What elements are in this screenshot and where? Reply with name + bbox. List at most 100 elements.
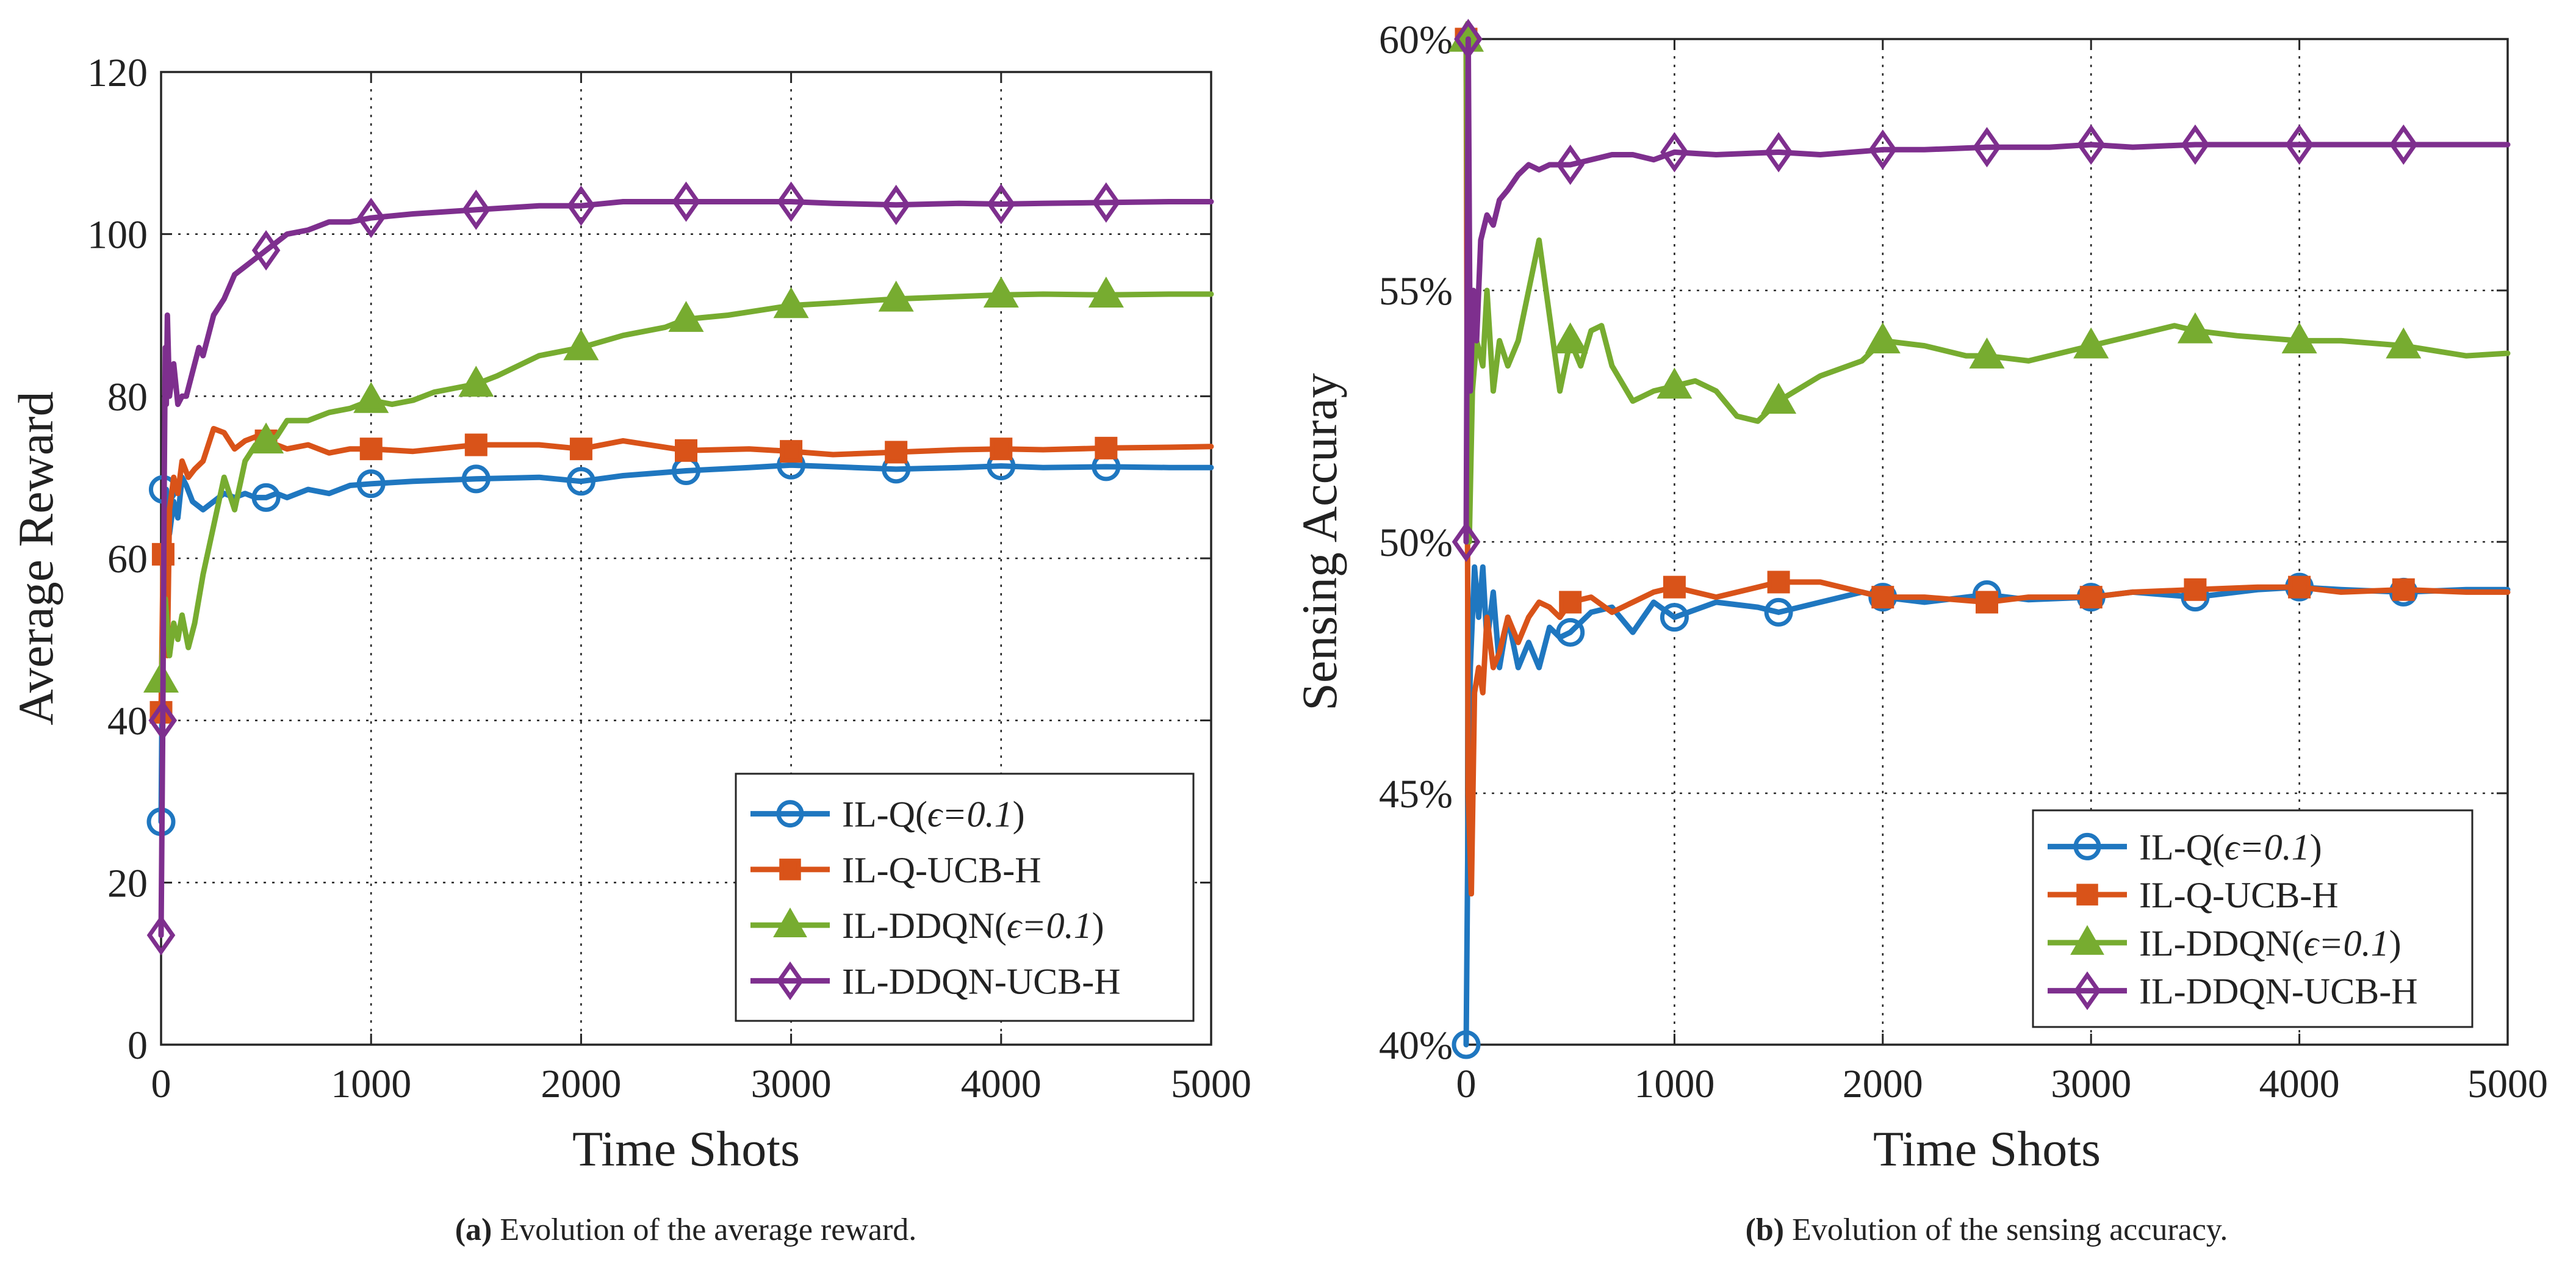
data-point-marker: [1454, 18, 1483, 60]
x-tick-label: 0: [151, 1062, 171, 1106]
legend-label: IL-DDQN-UCB-H: [2139, 971, 2418, 1012]
data-point-marker: [1095, 436, 1118, 459]
x-tick-label: 2000: [541, 1062, 621, 1106]
data-point-marker: [1973, 127, 2001, 168]
y-tick-label: 0: [128, 1023, 148, 1068]
data-point-marker: [1092, 182, 1121, 223]
legend-close-paren: ): [2310, 827, 2322, 867]
legend-label: IL-DDQN(ϵ=0.1): [842, 906, 1104, 946]
data-point-marker: [2177, 312, 2213, 344]
data-point-marker: [356, 469, 386, 499]
data-point-marker: [2288, 575, 2311, 599]
data-point-marker: [461, 464, 491, 494]
data-point-marker: [2184, 578, 2207, 601]
data-point-marker: [1552, 322, 1588, 354]
legend-epsilon: ϵ=0.1: [1007, 906, 1092, 946]
data-point-marker: [464, 433, 487, 456]
y-axis-label: Sensing Accuray: [1292, 373, 1347, 710]
legend-label: IL-Q-UCB-H: [2139, 875, 2339, 915]
data-point-marker: [668, 301, 704, 332]
data-point-marker: [1976, 591, 1998, 614]
legend-label: IL-DDQN-UCB-H: [842, 961, 1121, 1001]
data-point-marker: [885, 441, 908, 464]
data-point-marker: [780, 440, 803, 463]
x-tick-label: 3000: [2051, 1062, 2131, 1106]
legend-close-paren: ): [2389, 923, 2402, 964]
data-point-marker: [563, 329, 599, 361]
x-tick-label: 4000: [2259, 1062, 2340, 1106]
caption-text: Evolution of the average reward.: [492, 1212, 916, 1247]
series-line: [1463, 36, 2511, 545]
data-point-marker: [1657, 367, 1693, 399]
data-point-marker: [773, 287, 809, 319]
y-tick-label: 100: [87, 213, 148, 258]
panel-b-sensing-accuracy: 0 1000 2000 3000 4000 5000 40% 45% 50% 55% 60% Time…: [1292, 18, 2548, 1247]
y-tick-label: 80: [107, 375, 148, 419]
data-point-marker: [2285, 124, 2314, 165]
x-tick-label: 2000: [1843, 1062, 1923, 1106]
data-point-marker: [1452, 521, 1481, 563]
data-point-marker: [1663, 575, 1686, 599]
panel-caption: (b) Evolution of the sensing accuracy.: [1746, 1212, 2228, 1247]
y-tick-label: 45%: [1379, 772, 1453, 816]
data-point-marker: [359, 438, 383, 461]
data-point-marker: [1559, 591, 1582, 614]
data-point-marker: [2389, 124, 2418, 165]
y-tick-label: 120: [87, 51, 148, 95]
data-point-marker: [1865, 322, 1901, 354]
series-il-ddqn-triangle: [1448, 20, 2511, 545]
data-point-marker: [1660, 132, 1689, 173]
y-tick-label: 60%: [1379, 18, 1453, 62]
data-point-marker: [567, 186, 595, 226]
data-point-marker: [2073, 327, 2109, 359]
data-point-marker: [777, 181, 805, 222]
data-point-marker: [878, 280, 914, 312]
legend-marker: [776, 800, 804, 828]
x-tick-label: 4000: [961, 1062, 1042, 1106]
data-point-marker: [2079, 586, 2103, 609]
data-point-marker: [146, 915, 176, 956]
x-tick-label: 5000: [1171, 1062, 1251, 1106]
data-point-marker: [569, 438, 592, 461]
y-tick-label: 50%: [1379, 521, 1453, 565]
y-tick-label: 40%: [1379, 1023, 1453, 1068]
y-tick-label: 40: [107, 699, 148, 744]
data-point-marker: [566, 467, 595, 496]
caption-label: (b): [1746, 1212, 1785, 1247]
x-tick-label: 1000: [331, 1062, 411, 1106]
series-line: [158, 199, 1214, 938]
data-point-marker: [353, 381, 389, 413]
data-point-marker: [1767, 571, 1790, 594]
legend: IL-Q(ϵ=0.1) IL-Q-UCB-H IL-DDQN(ϵ=0.1) IL-DD…: [2032, 809, 2473, 1028]
series-il-ddqn-triangle: [143, 276, 1214, 693]
series-line: [1463, 36, 2511, 897]
y-axis-label: Average Reward: [8, 391, 63, 725]
legend-epsilon: ϵ=0.1: [2304, 923, 2389, 964]
data-point-marker: [251, 483, 281, 512]
legend-epsilon: ϵ=0.1: [927, 794, 1013, 835]
legend-label: IL-Q(ϵ=0.1): [842, 794, 1025, 835]
data-point-marker: [1761, 383, 1797, 414]
legend-close-paren: ): [1092, 906, 1104, 946]
legend: IL-Q(ϵ=0.1) IL-Q-UCB-H IL-DDQN(ϵ=0.1) IL-DD…: [735, 773, 1195, 1022]
panel-caption: (a) Evolution of the average reward.: [455, 1212, 917, 1247]
legend-close-paren: ): [1013, 794, 1025, 835]
data-point-marker: [251, 230, 281, 271]
x-tick-label: 3000: [751, 1062, 832, 1106]
y-tick-label: 60: [107, 537, 148, 582]
data-point-marker: [2281, 322, 2317, 354]
data-point-marker: [2076, 124, 2106, 165]
data-point-marker: [1969, 337, 2005, 369]
data-point-marker: [675, 439, 697, 462]
data-point-marker: [356, 198, 386, 239]
legend-marker: [2070, 924, 2104, 955]
data-point-marker: [1088, 276, 1124, 308]
data-point-marker: [1556, 618, 1585, 647]
legend-epsilon: ϵ=0.1: [2225, 827, 2310, 867]
data-point-marker: [2386, 327, 2422, 359]
caption-label: (a): [455, 1212, 492, 1247]
legend-label: IL-Q(ϵ=0.1): [2139, 827, 2322, 867]
data-point-marker: [1660, 603, 1689, 632]
data-point-marker: [2181, 124, 2210, 165]
